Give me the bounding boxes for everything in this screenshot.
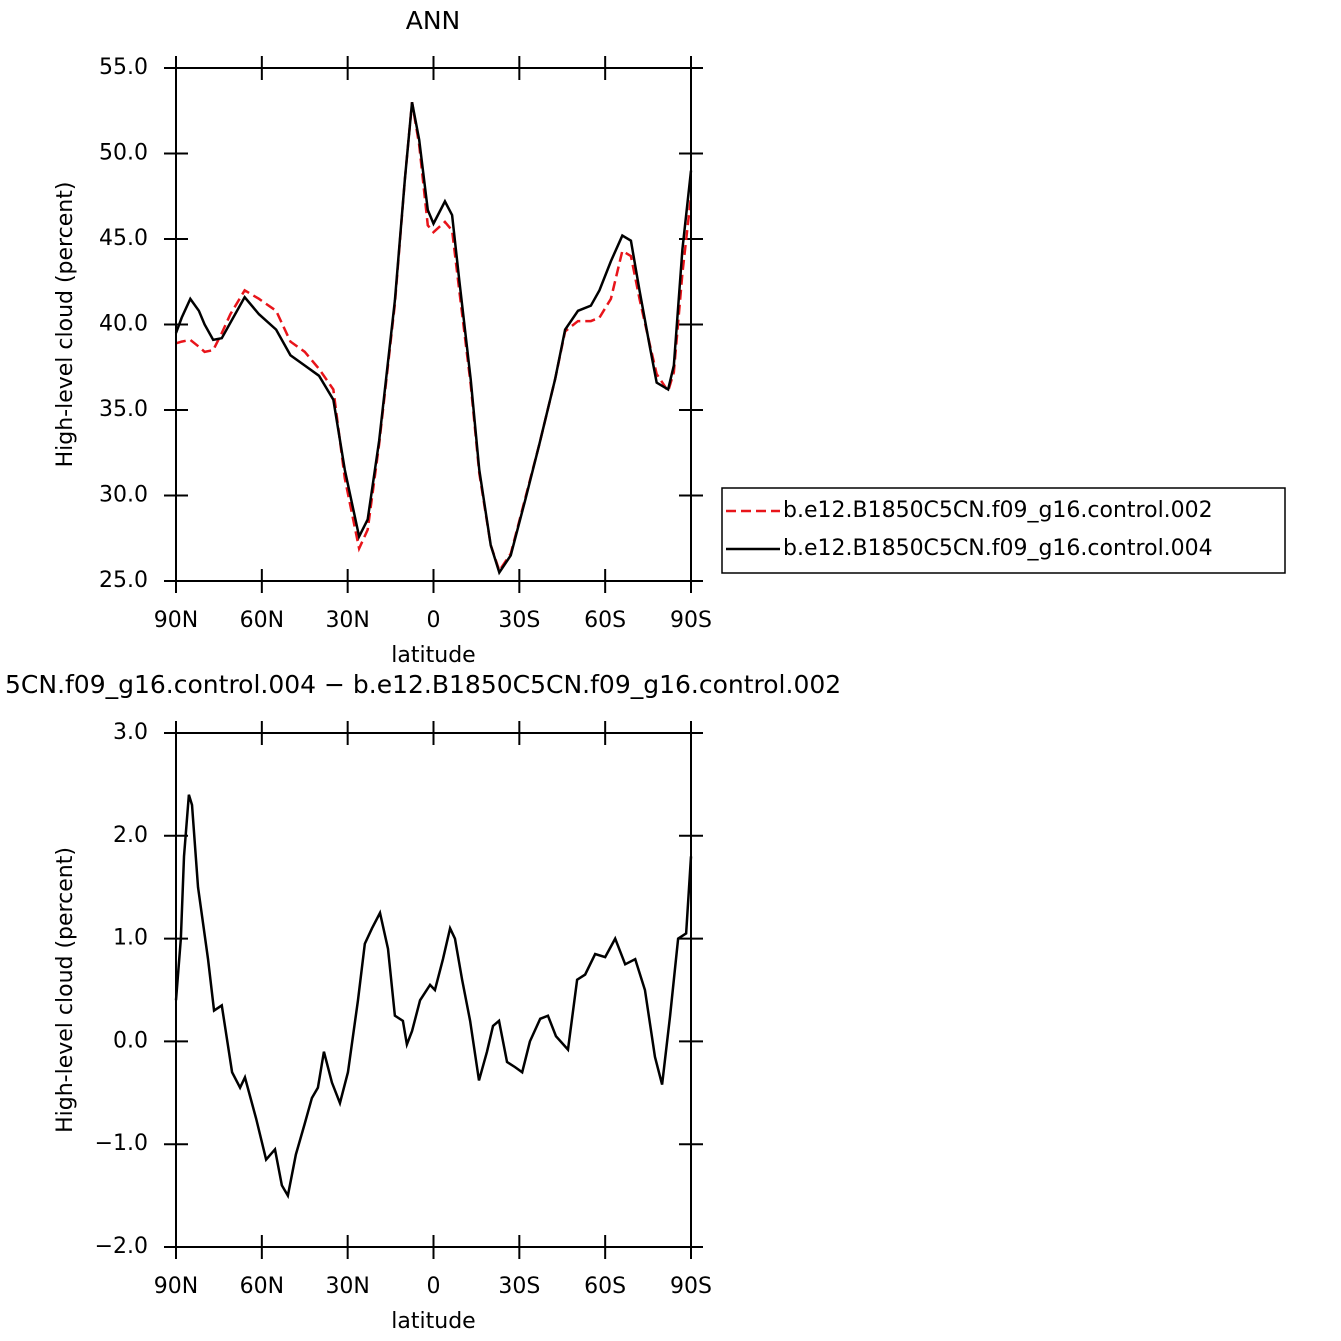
y-tick-label: 35.0 (99, 397, 148, 422)
y-tick-label: 2.0 (113, 823, 148, 848)
x-tick-label: 60S (584, 608, 626, 633)
legend-label: b.e12.B1850C5CN.f09_g16.control.004 (783, 536, 1213, 561)
y-tick-label: 25.0 (99, 568, 148, 593)
x-tick-label: 30N (325, 608, 369, 633)
x-tick-label: 30N (325, 1274, 369, 1299)
data-line (174, 101, 693, 576)
y-tick-label: 0.0 (113, 1028, 148, 1053)
x-tick-label: 60S (584, 1274, 626, 1299)
x-axis-title: latitude (391, 643, 475, 668)
legend-label: b.e12.B1850C5CN.f09_g16.control.002 (783, 498, 1213, 523)
y-tick-label: 30.0 (99, 483, 148, 508)
data-line (175, 101, 693, 574)
plot-frame (175, 67, 692, 582)
y-tick-label: 55.0 (99, 55, 148, 80)
x-tick-label: 0 (427, 608, 441, 633)
x-tick-label: 30S (498, 608, 540, 633)
plot-frame (175, 732, 692, 1248)
y-tick-label: −1.0 (95, 1131, 148, 1156)
y-axis-title: High-level cloud (percent) (53, 847, 78, 1133)
x-axis-title: latitude (391, 1309, 475, 1334)
y-tick-label: 1.0 (113, 926, 148, 951)
x-tick-label: 90S (670, 1274, 712, 1299)
x-tick-label: 90N (154, 608, 198, 633)
x-tick-label: 90S (670, 608, 712, 633)
y-tick-label: 50.0 (99, 141, 148, 166)
y-tick-label: 40.0 (99, 312, 148, 337)
x-tick-label: 0 (427, 1274, 441, 1299)
y-tick-label: −2.0 (95, 1234, 148, 1259)
y-axis-title: High-level cloud (percent) (53, 182, 78, 468)
y-tick-label: 45.0 (99, 226, 148, 251)
data-line (174, 794, 693, 1200)
chart-title: 5CN.f09_g16.control.004 − b.e12.B1850C5C… (5, 670, 841, 699)
x-tick-label: 30S (498, 1274, 540, 1299)
x-tick-label: 60N (240, 608, 284, 633)
x-tick-label: 90N (154, 1274, 198, 1299)
legend-box (721, 487, 1286, 574)
chart-title: ANN (406, 6, 461, 35)
y-tick-label: 3.0 (113, 720, 148, 745)
x-tick-label: 60N (240, 1274, 284, 1299)
